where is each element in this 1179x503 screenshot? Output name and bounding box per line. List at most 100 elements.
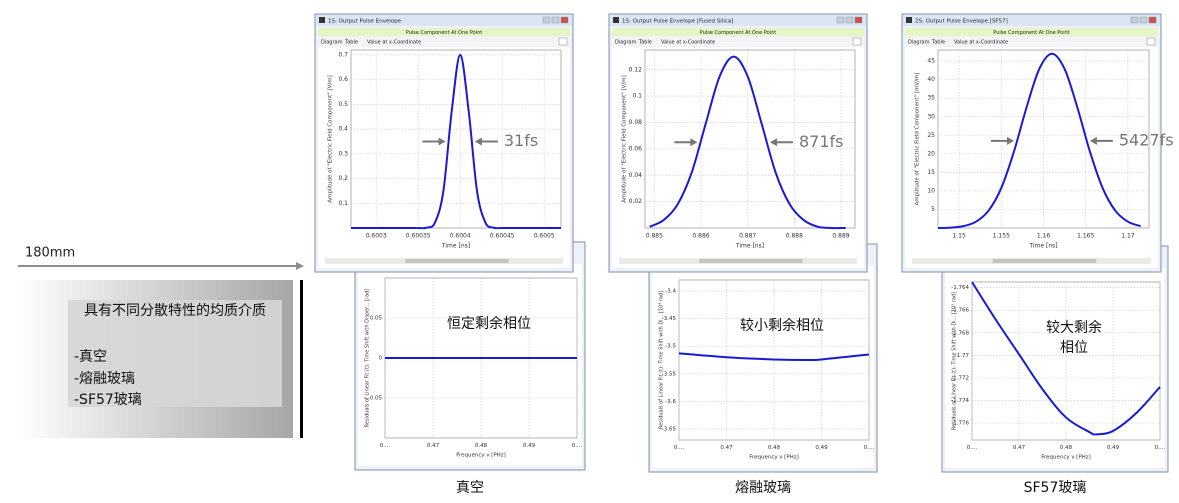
tab[interactable]: Value at x-Coordinate — [661, 40, 715, 46]
header-bar — [612, 28, 864, 36]
x-tick-label: 0.49 — [1107, 445, 1120, 451]
residual-window: -0.05 0 0.05 0.... 0.47 0.48 0.49 0.... Frequenc… — [354, 241, 586, 471]
y-tick-label: -1.776 — [951, 421, 969, 427]
header-text: Pulse Component At One Point — [406, 30, 482, 36]
scrollbar-thumb — [699, 259, 803, 263]
fwhm-label: 31fs — [504, 131, 538, 150]
y-tick-label: 0.02 — [629, 198, 643, 205]
panel-caption: 真空 — [456, 480, 484, 496]
y-tick-label: 0.6 — [338, 76, 348, 83]
residual-annotation: 较大剩余 — [1046, 319, 1102, 336]
x-tick-label: 1.16 — [1037, 233, 1051, 240]
window-title: 1S: Output Pulse Envelope [Fused Silica] — [622, 19, 733, 25]
y-tick-label: 0.1 — [632, 93, 642, 100]
y-tick-label: 0.5 — [338, 101, 348, 108]
x-tick-label: 1.155 — [993, 233, 1010, 240]
y-tick-label: 0.2 — [338, 175, 348, 182]
x-tick-label: 1.15 — [952, 233, 966, 240]
tab[interactable]: Value at x-Coordinate — [954, 40, 1008, 46]
y-tick-label: 0.7 — [338, 51, 348, 58]
y-tick-label: 35 — [927, 95, 935, 102]
fwhm-arrowhead — [690, 138, 698, 147]
x-tick-label: 0.... — [572, 443, 583, 449]
y-tick-label: -1.77 — [955, 353, 970, 359]
medium-box-title: 具有不同分散特性的均质介质 — [84, 303, 266, 319]
x-tick-label: 0.887 — [739, 233, 756, 240]
x-tick-label: 0.49 — [815, 445, 828, 451]
tab[interactable]: Diagram — [908, 40, 930, 46]
scrollbar-thumb — [405, 259, 509, 263]
tab[interactable]: Table — [344, 40, 358, 46]
window-title: 1S: Output Pulse Envelope — [328, 19, 402, 25]
window-icon — [319, 17, 325, 23]
scrollbar-thumb — [992, 259, 1097, 263]
y-tick-label: 0.4 — [338, 126, 348, 133]
y-tick-label: 30 — [927, 113, 935, 120]
x-tick-label: 1.17 — [1121, 233, 1135, 240]
dropdown-button — [558, 37, 568, 46]
header-text: Pulse Component At One Point — [700, 30, 776, 36]
x-axis-label: Frequency ν [PHz] — [456, 453, 506, 459]
y-tick-label: -3.65 — [662, 426, 677, 432]
x-axis-label: Time [ns] — [735, 243, 764, 250]
fwhm-arrowhead — [474, 137, 482, 146]
dropdown-button — [852, 37, 862, 46]
x-tick-label: 0.48 — [1060, 445, 1073, 451]
y-tick-label: -1.766 — [951, 308, 969, 314]
x-axis-label: Frequency ν [PHz] — [1041, 455, 1091, 461]
x-tick-label: 0.6003 — [366, 233, 387, 240]
y-tick-label: 5 — [931, 206, 935, 213]
tab-row — [905, 37, 1158, 46]
window-title: 2S: Output Pulse Envelope [SF57] — [915, 19, 1008, 25]
y-tick-label: 0.04 — [629, 172, 643, 179]
y-tick-label: -3.5 — [665, 344, 676, 350]
y-axis-label: Amplitude of "Electric Field Component" … — [915, 73, 921, 206]
x-tick-label: 0.... — [864, 445, 875, 451]
window-icon — [613, 17, 619, 23]
y-tick-label: 15 — [927, 169, 935, 176]
header-bar — [318, 28, 570, 36]
tab[interactable]: Table — [931, 40, 945, 46]
x-tick-label: 0.47 — [427, 443, 440, 449]
tab[interactable]: Value at x-Coordinate — [367, 40, 421, 46]
x-tick-label: 0.60035 — [406, 233, 431, 240]
x-tick-label: 0.6004 — [450, 233, 471, 240]
tab[interactable]: Table — [638, 40, 652, 46]
y-tick-label: 0.12 — [629, 66, 643, 73]
x-tick-label: 0.49 — [523, 443, 536, 449]
tab-row — [612, 37, 864, 46]
tab[interactable]: Diagram — [615, 40, 637, 46]
header-text: Pulse Component At One Point — [993, 30, 1069, 36]
x-tick-label: 0.... — [967, 445, 978, 451]
curve — [678, 352, 870, 362]
fwhm-label: 871fs — [799, 132, 844, 151]
x-axis-label: Frequency ν [PHz] — [749, 455, 799, 461]
panel-caption: SF57玻璃 — [1024, 479, 1087, 496]
y-tick-label: 0.05 — [370, 316, 383, 322]
y-tick-label: -1.774 — [951, 398, 969, 404]
window-button — [560, 16, 569, 24]
envelope-window: 2S: Output Pulse Envelope [SF57] Pulse Co… — [901, 13, 1174, 273]
fwhm-arrowhead — [438, 137, 446, 146]
medium-item: -熔融玻璃 — [74, 371, 136, 387]
distance-label: 180mm — [25, 246, 75, 261]
window-button — [854, 16, 863, 24]
x-tick-label: 0.... — [380, 443, 391, 449]
x-tick-label: 0.60045 — [490, 233, 515, 240]
tab[interactable]: Diagram — [321, 40, 343, 46]
x-tick-label: 1.165 — [1077, 233, 1094, 240]
x-tick-label: 0.888 — [786, 233, 803, 240]
x-tick-label: 0.48 — [768, 445, 781, 451]
title-bar — [316, 15, 572, 26]
tab-row — [318, 37, 570, 46]
x-axis-label: Time [ns] — [1028, 243, 1057, 250]
residual-window: -1.776 -1.774 -1.772 -1.77 -1.768 -1.766 -1.76… — [941, 245, 1169, 473]
y-axis-label: Residuals of Linear Fit (t): Time Shift … — [365, 289, 371, 428]
x-tick-label: 0.47 — [1013, 445, 1026, 451]
x-tick-label: 0.... — [1155, 445, 1166, 451]
title-bar — [610, 15, 866, 26]
fwhm-arrowhead — [1007, 136, 1015, 145]
y-axis-label: Amplitude of "Electric Field Component" … — [622, 75, 628, 203]
